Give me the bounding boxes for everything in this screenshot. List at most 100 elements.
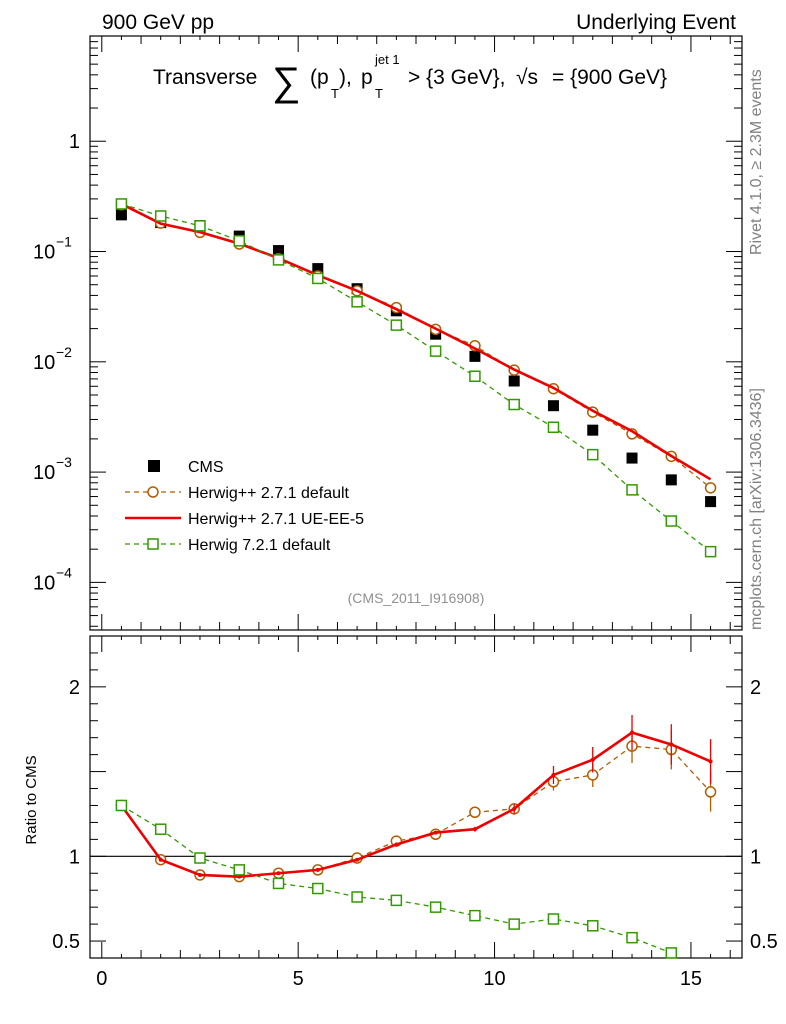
square-marker	[626, 931, 638, 944]
line-point	[630, 730, 635, 735]
ratio-y-tick-labels: 0.5 0.5 1 1 2 2	[52, 677, 778, 953]
circle-marker	[704, 786, 717, 798]
square-marker	[115, 198, 128, 210]
ratio-panel: 0.5 0.5 1 1 2 2 Ratio to CMS	[23, 635, 778, 959]
square-marker	[626, 484, 638, 496]
square-marker	[429, 901, 442, 913]
y-tick-label-exponent: −1	[56, 234, 72, 250]
ratio-y-tick-label: 2	[69, 677, 80, 699]
title-subscript-t1: T	[331, 86, 339, 101]
square-marker	[194, 220, 206, 232]
legend-label: Herwig 7.2.1 default	[188, 537, 331, 554]
series-line-ratio	[120, 731, 712, 878]
mcplots-label: mcplots.cern.ch [arXiv:1306.3436]	[748, 388, 765, 630]
y-tick-label: 10	[33, 462, 55, 484]
ratio-series-group	[115, 715, 717, 959]
square-marker	[154, 210, 167, 222]
main-panel: 110−110−210−310−4 (CMS_2011_I916908) CMS…	[33, 35, 743, 631]
header-right-label: Underlying Event	[576, 11, 736, 34]
line-point	[315, 867, 320, 872]
square-marker	[508, 398, 520, 411]
line-point	[551, 772, 556, 777]
square-marker	[351, 891, 363, 903]
legend-label: Herwig++ 2.7.1 default	[188, 485, 350, 502]
square-marker	[547, 913, 560, 925]
square-marker	[508, 918, 520, 930]
ratio-y-tick-label: 1	[69, 846, 80, 868]
cms-data-point	[626, 452, 638, 464]
legend-label: Herwig++ 2.7.1 UE-EE-5	[188, 511, 364, 528]
ratio-axis-label: Ratio to CMS	[23, 755, 40, 844]
line-point	[590, 757, 595, 762]
square-marker	[351, 296, 363, 308]
cms-data-point	[312, 263, 324, 275]
title-subscript-t2: T	[375, 86, 383, 101]
square-marker	[704, 545, 717, 558]
line-point	[708, 759, 713, 764]
header-left-label: 900 GeV pp	[102, 11, 214, 34]
x-tick-label: 15	[680, 968, 702, 990]
y-tick-label: 10	[33, 572, 55, 594]
square-marker	[665, 947, 678, 959]
square-marker	[665, 515, 678, 527]
title-sum-symbol: ∑	[272, 60, 301, 104]
y-tick-label: 1	[69, 131, 80, 153]
series-line-main	[121, 204, 711, 489]
main-series-group	[115, 198, 717, 558]
title-p: p	[361, 66, 373, 89]
cms-data-point	[547, 400, 559, 412]
series-line-ratio	[120, 745, 712, 878]
x-tick-label: 5	[293, 968, 304, 990]
line-point	[276, 871, 281, 876]
circle-marker	[469, 806, 481, 819]
analysis-watermark: (CMS_2011_I916908)	[348, 590, 485, 606]
y-tick-label: 10	[33, 352, 55, 374]
y-tick-label-exponent: −3	[56, 454, 72, 470]
cms-data-point	[705, 496, 717, 508]
line-point	[394, 842, 399, 847]
square-marker	[469, 370, 481, 382]
line-point	[512, 806, 517, 811]
legend-swatch-cms	[148, 460, 160, 472]
cms-data-point	[273, 245, 285, 257]
square-marker	[312, 272, 324, 285]
square-marker	[312, 882, 324, 895]
line-point	[197, 872, 202, 877]
square-marker	[469, 909, 481, 922]
title-superscript-jet: jet 1	[374, 52, 400, 67]
plot-title: Transverse ∑ (p T ), p jet 1 T > {3 GeV}…	[153, 52, 667, 104]
ratio-y-tick-label: 0.5	[52, 931, 80, 953]
series-line-ratio	[121, 804, 672, 954]
y-tick-label-exponent: −2	[56, 344, 72, 360]
series-line-main	[120, 202, 712, 481]
y-tick-label: 10	[33, 242, 55, 264]
square-marker	[586, 920, 599, 932]
line-point	[355, 857, 360, 862]
ratio-y-tick-label-right: 1	[750, 846, 761, 868]
cms-data-point	[115, 209, 127, 221]
rivet-version-label: Rivet 4.1.0, ≥ 2.3M events	[748, 69, 765, 255]
title-paren-open: (p	[310, 66, 329, 89]
main-axis-ticks	[90, 35, 742, 630]
ratio-frame	[89, 635, 743, 959]
square-marker	[272, 254, 285, 266]
square-marker	[390, 894, 403, 907]
square-marker	[547, 421, 560, 434]
x-tick-labels: 0 5 10 15	[96, 968, 702, 990]
line-point	[669, 742, 674, 747]
title-paren-close: ),	[339, 66, 352, 89]
x-tick-label: 0	[96, 968, 107, 990]
title-cut: > {3 GeV},	[408, 66, 506, 89]
main-y-tick-labels: 110−110−210−310−4	[33, 131, 80, 594]
title-prefix: Transverse	[153, 66, 257, 89]
square-marker	[147, 538, 159, 550]
square-marker	[233, 864, 246, 876]
title-energy: = {900 GeV}	[552, 66, 667, 89]
cms-data-point	[508, 375, 520, 387]
square-marker	[429, 345, 442, 357]
square-marker	[194, 852, 206, 864]
series-line-main	[121, 203, 711, 553]
line-point	[433, 830, 438, 835]
square-marker	[154, 823, 167, 835]
